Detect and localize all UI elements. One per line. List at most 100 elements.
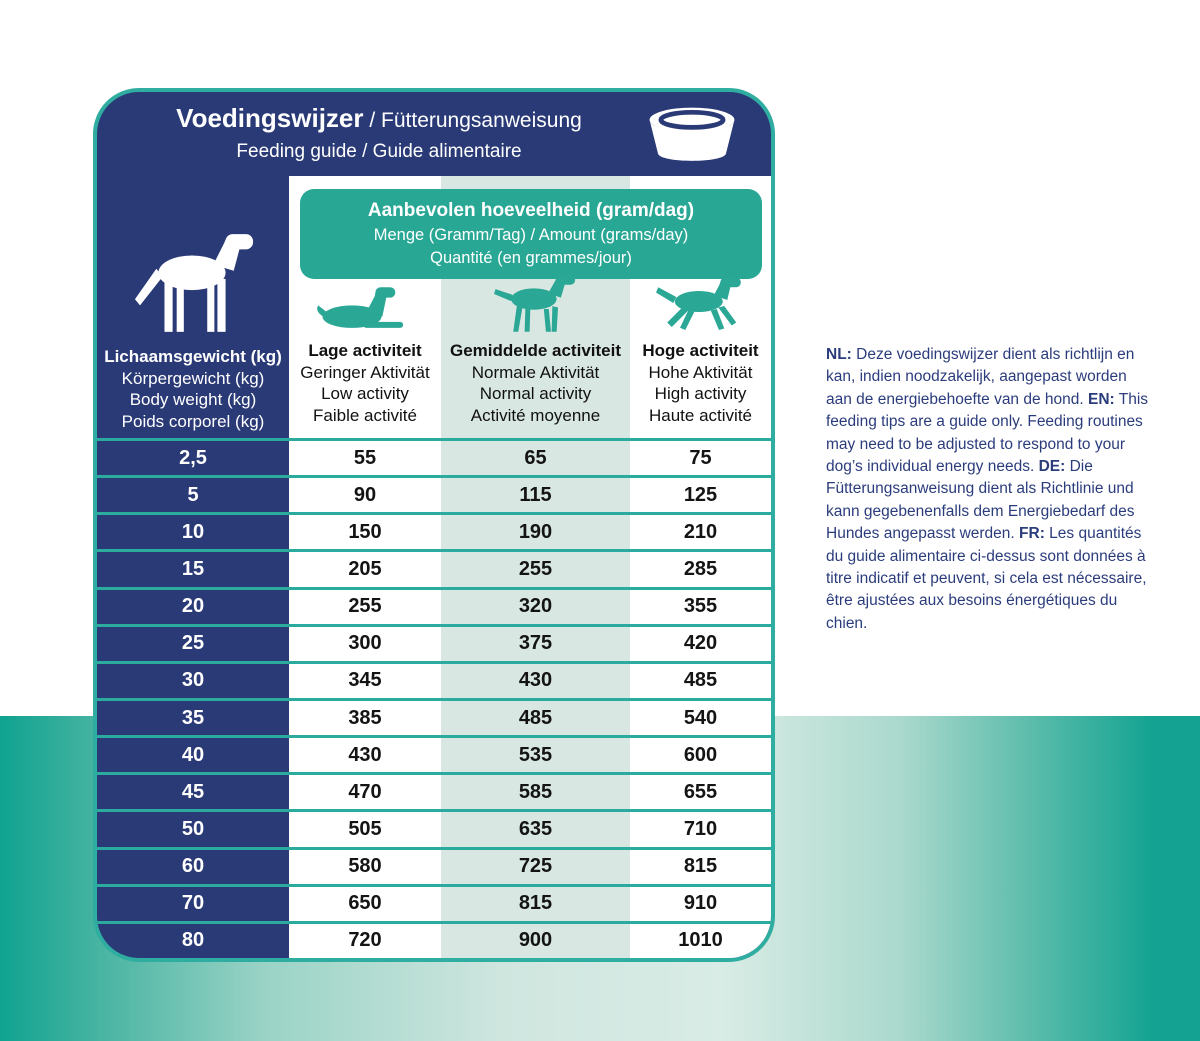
amount-cell: 55 (353, 446, 377, 469)
label-line: Körpergewicht (kg) (121, 368, 265, 388)
label-line: Normal activity (479, 384, 592, 403)
amount-cell: 345 (348, 669, 382, 692)
high-activity-column-header: Hoge activiteit Hohe Aktivität High activi… (630, 270, 771, 438)
weight-cell: 2,5 (179, 446, 207, 469)
amount-cell: 420 (683, 632, 718, 655)
body-weight-labels: Lichaamsgewicht (kg) Körpergewicht (kg) Bo… (97, 346, 289, 432)
amount-cell: 485 (518, 706, 553, 729)
table-row: 25 300 375 420 (97, 623, 771, 661)
body-weight-column-header: Lichaamsgewicht (kg) Körpergewicht (kg) Bo… (97, 176, 289, 438)
high-activity-labels: Hoge activiteit Hohe Aktivität High activi… (630, 340, 771, 426)
amount-cell: 285 (683, 557, 718, 580)
low-activity-column-header: Lage activiteit Geringer Aktivität Low act… (289, 270, 441, 438)
amount-cell: 540 (683, 706, 718, 729)
weight-cell: 70 (181, 892, 205, 915)
language-prefix: DE: (1038, 458, 1066, 476)
weight-cell: 35 (181, 706, 205, 729)
amount-cell: 255 (348, 595, 382, 618)
label-line: High activity (654, 384, 747, 403)
label-line: Normale Aktivität (471, 362, 600, 382)
running-dog-icon (630, 270, 771, 336)
weight-cell: 20 (181, 595, 205, 618)
weight-cell: 40 (181, 743, 205, 766)
amount-cell: 815 (683, 855, 718, 878)
weight-cell: 45 (181, 780, 205, 803)
amount-cell: 125 (683, 483, 718, 506)
amount-cell: 320 (518, 595, 553, 618)
amount-cell: 710 (683, 817, 718, 840)
feeding-guide-card: Voedingswijzer / Fütterungsanweisung Fee… (93, 88, 775, 962)
table-row: 10 150 190 210 (97, 512, 771, 549)
weight-cell: 10 (181, 520, 205, 543)
title-german: / Fütterungsanweisung (363, 109, 582, 132)
label-line: Activité moyenne (470, 405, 601, 425)
label-line: Low activity (321, 384, 409, 403)
low-activity-labels: Lage activiteit Geringer Aktivität Low act… (289, 340, 441, 426)
normal-activity-labels: Gemiddelde activiteit Normale Aktivität No… (441, 340, 630, 426)
amount-cell: 720 (348, 929, 382, 952)
title-line-secondary: Feeding guide / Guide alimentaire (236, 141, 522, 162)
amount-cell: 430 (518, 669, 553, 692)
normal-activity-column-header: Gemiddelde activiteit Normale Aktivität No… (441, 270, 630, 438)
standing-dog-icon (134, 234, 254, 332)
label-line: Geringer Aktivität (300, 362, 430, 382)
amount-cell: 65 (524, 446, 547, 469)
note-text: Die Fütterungsanweisung dient als Richtl… (826, 458, 1135, 543)
amount-cell: 505 (348, 817, 382, 840)
amount-cell: 355 (683, 595, 718, 618)
amount-cell: 430 (348, 743, 382, 766)
amount-cell: 910 (683, 892, 718, 915)
amount-cell: 635 (518, 817, 553, 840)
multilingual-note: NL: Deze voedingswijzer dient als richtl… (826, 344, 1150, 635)
amount-cell: 300 (348, 632, 382, 655)
table-row: 60 580 725 815 (97, 846, 771, 884)
table-row: 35 385 485 540 (97, 697, 771, 735)
amount-cell: 655 (683, 780, 718, 803)
amount-cell: 115 (519, 483, 552, 506)
amount-cell: 535 (518, 743, 553, 766)
table-row: 40 430 535 600 (97, 735, 771, 772)
amount-cell: 210 (683, 520, 718, 543)
title-dutch: Voedingswijzer (176, 103, 364, 133)
weight-cell: 30 (181, 669, 205, 692)
lying-dog-icon (289, 270, 441, 336)
amount-cell: 1010 (678, 929, 723, 952)
table-row: 15 205 255 285 (97, 549, 771, 586)
weight-cell: 15 (181, 557, 205, 580)
table-row: 5 90 115 125 (97, 475, 771, 512)
table-row: 70 650 815 910 (97, 883, 771, 921)
dog-bowl-icon (649, 107, 735, 161)
label-line: Haute activité (649, 405, 752, 425)
amount-cell: 580 (348, 855, 382, 878)
amount-cell: 600 (683, 743, 718, 766)
table-row: 45 470 585 655 (97, 772, 771, 809)
label-line: Hoge activiteit (642, 341, 759, 360)
amount-cell: 585 (518, 780, 553, 803)
amount-cell: 815 (518, 892, 553, 915)
card-title: Voedingswijzer / Fütterungsanweisung Fee… (137, 103, 621, 167)
label-line: Hohe Aktivität (648, 362, 753, 382)
label-line: Poids corporel (kg) (121, 411, 265, 431)
amount-cell: 90 (353, 483, 377, 506)
label-line: Gemiddelde activiteit (450, 341, 621, 360)
table-row: 30 345 430 485 (97, 660, 771, 698)
amount-cell: 190 (518, 520, 553, 543)
label-line: Body weight (kg) (129, 390, 257, 409)
note-text: Les quantités du guide alimentaire ci-de… (826, 525, 1147, 632)
amount-cell: 725 (518, 855, 553, 878)
weight-cell: 50 (181, 817, 205, 840)
amount-header-line-fr: Quantité (en grammes/jour) (430, 249, 632, 267)
amount-cell: 485 (683, 669, 718, 692)
amount-cell: 255 (518, 557, 553, 580)
label-line: Lage activiteit (308, 341, 422, 360)
label-line: Faible activité (313, 405, 417, 425)
recommended-amount-header: Aanbevolen hoeveelheid (gram/dag) Menge … (300, 189, 762, 279)
title-line-primary: Voedingswijzer / Fütterungsanweisung (137, 103, 621, 136)
language-prefix: NL: (826, 346, 852, 363)
table-row: 20 255 320 355 (97, 586, 771, 624)
label-line: Lichaamsgewicht (kg) (104, 347, 282, 366)
table-row: 2,5 55 65 75 (97, 438, 771, 475)
amount-cell: 150 (348, 520, 382, 543)
amount-cell: 470 (348, 780, 382, 803)
weight-cell: 25 (181, 632, 205, 655)
